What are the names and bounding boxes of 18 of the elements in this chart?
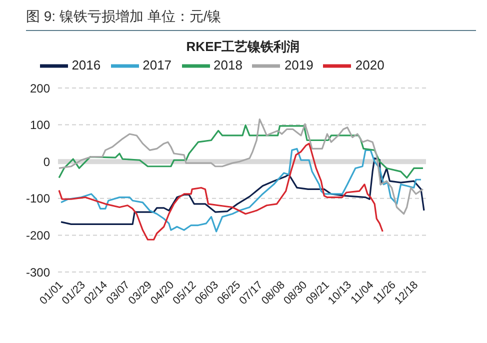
y-tick-label: 200 — [30, 81, 50, 96]
legend-label: 2019 — [284, 57, 314, 72]
line-series — [60, 157, 425, 225]
y-tick-label: -300 — [26, 265, 50, 280]
line-series — [58, 118, 424, 215]
line-series — [60, 148, 422, 232]
legend-label: 2016 — [72, 57, 101, 72]
line-series — [58, 142, 384, 240]
y-tick-label: -200 — [26, 228, 50, 242]
legend-label: 2018 — [214, 57, 242, 72]
legend-label: 2017 — [142, 57, 172, 72]
legend-label: 2020 — [355, 57, 384, 72]
chart-subtitle: RKEF工艺镍铁利润 — [185, 38, 301, 56]
chart-title: 图 9: 镍铁亏损增加 单位：元/镍 — [26, 8, 476, 31]
y-tick-label: -100 — [26, 192, 50, 206]
y-tick-label: 0 — [43, 154, 50, 169]
y-tick-label: 100 — [30, 118, 50, 132]
line-series — [58, 124, 424, 179]
